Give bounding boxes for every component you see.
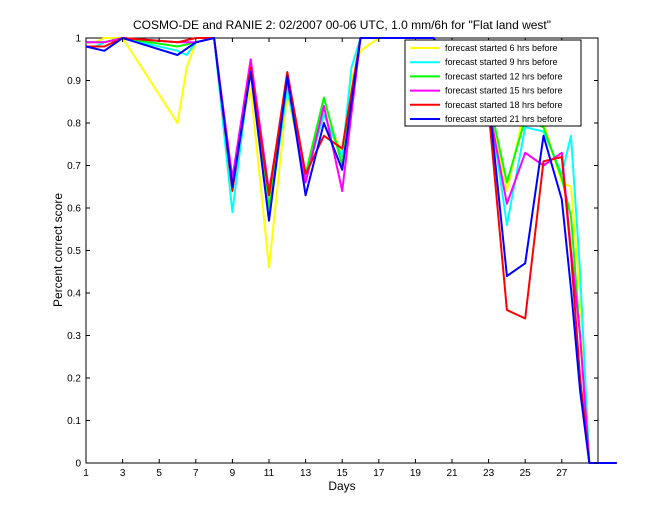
x-tick-label: 25 <box>520 468 532 479</box>
x-tick-label: 9 <box>230 468 236 479</box>
x-tick-label: 21 <box>446 468 458 479</box>
x-tick-label: 7 <box>193 468 199 479</box>
legend-label: forecast started 12 hrs before <box>445 71 563 81</box>
x-tick-label: 5 <box>156 468 162 479</box>
y-tick-label: 0.2 <box>67 374 81 385</box>
x-tick-label: 1 <box>83 468 89 479</box>
chart-title: COSMO-DE and RANIE 2: 02/2007 00-06 UTC,… <box>133 18 551 32</box>
legend-label: forecast started 18 hrs before <box>445 100 563 110</box>
y-tick-label: 0.9 <box>67 76 81 87</box>
x-tick-label: 27 <box>556 468 568 479</box>
y-tick-label: 0.7 <box>67 161 81 172</box>
y-tick-label: 1 <box>75 34 81 45</box>
y-tick-label: 0.5 <box>67 246 81 257</box>
y-tick-label: 0.8 <box>67 119 81 130</box>
series-line-2 <box>86 37 617 464</box>
y-tick-label: 0 <box>75 459 81 470</box>
ticks-layer: 1 3 5 7 9 11 13 15 17 19 21 23 25 2700.10.20.30.40.50… <box>67 34 598 479</box>
x-tick-label: 15 <box>337 468 349 479</box>
x-tick-label: 23 <box>483 468 495 479</box>
legend-label: forecast started 21 hrs before <box>445 114 563 124</box>
legend-box <box>404 39 582 127</box>
y-tick-label: 0.6 <box>67 204 81 215</box>
y-axis-label: Percent correct score <box>51 193 65 307</box>
legend-label: forecast started 9 hrs before <box>445 57 558 67</box>
x-tick-label: 13 <box>300 468 312 479</box>
series-line-6 <box>85 37 617 464</box>
x-tick-label: 11 <box>264 468 275 479</box>
x-axis-label: Days <box>328 479 355 493</box>
y-tick-label: 0.4 <box>67 289 81 300</box>
x-tick-label: 19 <box>410 468 422 479</box>
y-tick-label: 0.3 <box>67 331 81 342</box>
x-tick-label: 3 <box>120 468 126 479</box>
legend-label: forecast started 15 hrs before <box>445 86 563 96</box>
legend-label: forecast started 6 hrs before <box>445 43 558 53</box>
legend: forecast started 6 hrs before forecast st… <box>404 39 582 127</box>
x-tick-label: 17 <box>373 468 385 479</box>
y-tick-label: 0.1 <box>67 416 81 427</box>
